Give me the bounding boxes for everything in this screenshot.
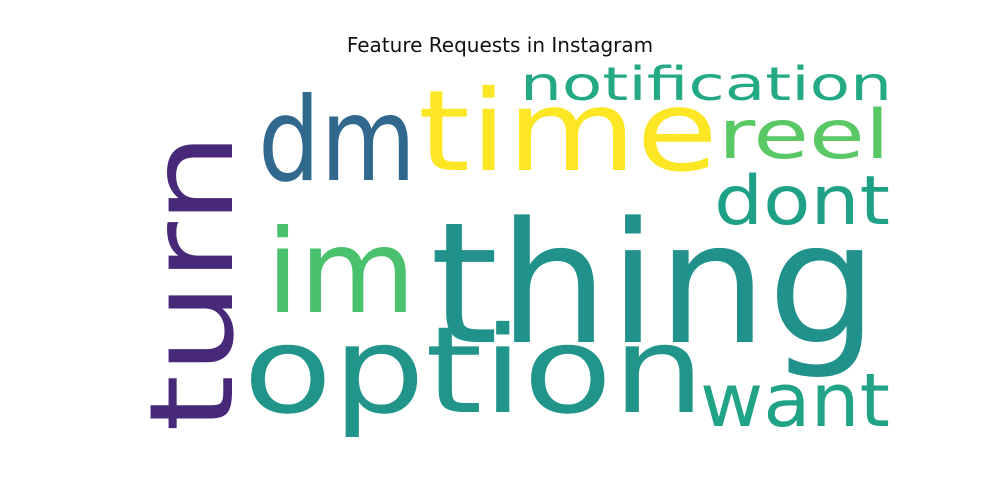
cloud-word-dm: dm (258, 73, 416, 208)
cloud-word-turn: turn (125, 132, 260, 432)
cloud-word-option: option (243, 302, 705, 441)
cloud-word-dont: dont (714, 162, 890, 241)
cloud-word-thing: thing (430, 186, 878, 382)
cloud-word-time: time (418, 67, 718, 197)
cloud-word-im: im (266, 205, 416, 340)
cloud-word-reel: reel (718, 96, 890, 175)
cloud-word-want: want (700, 358, 890, 444)
page-title: Feature Requests in Instagram (346, 33, 654, 57)
cloud-word-notification: notification (520, 57, 892, 111)
